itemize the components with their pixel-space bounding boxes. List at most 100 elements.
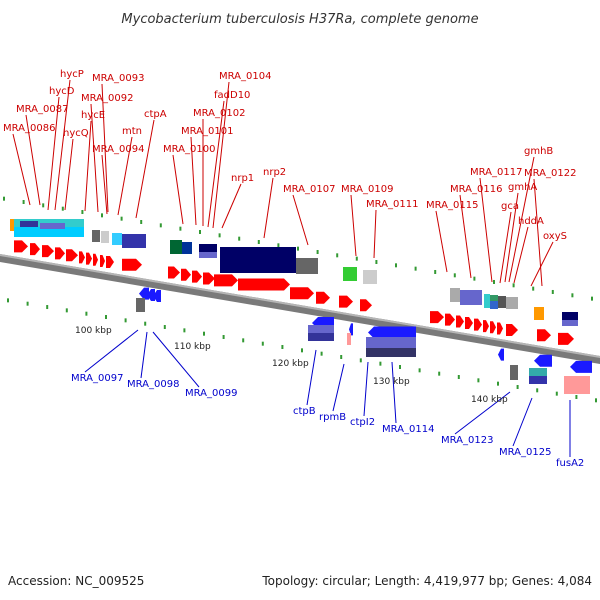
gene-block (20, 221, 38, 227)
leader-line (221, 183, 242, 229)
forward-gene-label: MRA_0102 (193, 108, 245, 119)
gene-block (490, 301, 498, 309)
gene-block (347, 333, 351, 345)
map-title: Mycobacterium tuberculosis H37Ra, comple… (121, 12, 478, 27)
reverse-gene-arrow (368, 326, 416, 339)
reverse-gene-label: MRA_0123 (441, 435, 493, 446)
leader-line (135, 119, 155, 219)
forward-gene-label: hycE (81, 110, 105, 121)
reverse-gene-label: MRA_0099 (185, 388, 237, 399)
leader-line (530, 241, 554, 287)
gene-block (182, 242, 192, 254)
forward-gene-label: mtn (122, 126, 142, 137)
gene-block (506, 297, 518, 309)
gene-block (529, 376, 547, 384)
forward-gene-arrow (497, 322, 503, 335)
forward-gene-label: MRA_0087 (16, 104, 68, 115)
gene-block (40, 223, 65, 229)
accession-text: Accession: NC_009525 (8, 574, 145, 588)
scale-ticks-upper (3, 196, 593, 301)
scale-label: 110 kbp (174, 342, 211, 352)
forward-gene-arrow (86, 252, 92, 265)
gene-block (308, 333, 334, 341)
leader-line (513, 226, 529, 284)
gene-block (14, 227, 84, 237)
gene-block (10, 219, 17, 231)
leader-line (90, 103, 99, 213)
forward-gene-label: MRA_0115 (426, 200, 478, 211)
forward-gene-arrow (537, 329, 551, 342)
leader-line (140, 331, 148, 379)
leader-line (363, 361, 369, 417)
forward-gene-label: nrp1 (231, 173, 254, 184)
gene-block (529, 368, 547, 376)
forward-gene-arrow (238, 278, 290, 291)
gene-block (199, 252, 217, 258)
reverse-gene-label: MRA_0125 (499, 447, 551, 458)
forward-gene-arrow (192, 270, 202, 283)
forward-gene-arrow (106, 256, 114, 269)
gene-block (101, 231, 109, 243)
forward-gene-label: MRA_0104 (219, 71, 271, 82)
forward-gene-label: nrp2 (263, 167, 286, 178)
forward-gene-label: MRA_0094 (92, 144, 144, 155)
forward-gene-arrow (203, 272, 215, 285)
forward-gene-arrow (100, 255, 105, 267)
leader-line (350, 194, 357, 257)
reverse-gene-arrow (534, 354, 552, 367)
reverse-gene-arrows (139, 287, 592, 373)
forward-gene-arrow (181, 268, 191, 281)
leader-line (84, 120, 92, 212)
reverse-gene-label: MRA_0098 (127, 379, 179, 390)
forward-gene-arrow (316, 291, 330, 304)
topology-text: Topology: circular; Length: 4,419,977 bp… (262, 574, 592, 588)
forward-gene-label: MRA_0122 (524, 168, 576, 179)
gene-block (510, 365, 518, 380)
leader-line (117, 136, 133, 216)
gene-block (220, 247, 296, 273)
gene-block (296, 258, 318, 274)
forward-gene-label: ctpA (144, 109, 167, 120)
leader-line (84, 329, 139, 373)
leader-line (499, 211, 512, 284)
forward-gene-arrow (42, 245, 54, 258)
scale-labels: 100 kbp 110 kbp 120 kbp 130 kbp 140 kbp (75, 326, 508, 405)
reverse-gene-label: rpmB (319, 412, 346, 423)
scale-label: 120 kbp (272, 359, 309, 369)
forward-gene-arrow (79, 251, 85, 264)
leader-line (212, 81, 230, 229)
reverse-feature-blocks (136, 298, 590, 394)
forward-gene-arrow (214, 274, 238, 287)
leader-line (459, 194, 472, 279)
scale-label: 100 kbp (75, 326, 112, 336)
leader-line (292, 194, 309, 246)
forward-gene-arrow (474, 318, 482, 331)
forward-gene-label: hycQ (63, 128, 89, 139)
scale-label: 130 kbp (373, 377, 410, 387)
leader-line (25, 114, 41, 206)
genome-backbone (0, 254, 600, 364)
forward-gene-labels: hycP MRA_0093 hycD MRA_0092 MRA_0087 hycE ctpA… (3, 69, 576, 242)
forward-gene-label: MRA_0092 (81, 93, 133, 104)
gene-block (343, 267, 357, 281)
forward-gene-arrow (483, 320, 489, 333)
reverse-gene-label: ctpB (293, 406, 316, 417)
forward-gene-label: oxyS (543, 231, 567, 242)
forward-gene-label: MRA_0109 (341, 184, 393, 195)
forward-gene-label: MRA_0086 (3, 123, 55, 134)
forward-gene-arrow (122, 258, 142, 271)
forward-gene-arrow (339, 295, 353, 308)
leader-line (454, 391, 511, 435)
leader-line (533, 178, 543, 287)
forward-gene-arrow (30, 243, 40, 256)
forward-gene-label: MRA_0111 (366, 199, 418, 210)
forward-gene-label: fadD10 (214, 90, 250, 101)
gene-block (562, 312, 578, 320)
reverse-gene-arrow (349, 323, 353, 336)
forward-gene-label: gmhB (524, 146, 553, 157)
gene-block (363, 270, 377, 284)
leader-line (12, 133, 31, 206)
forward-gene-label: hddA (518, 216, 544, 227)
